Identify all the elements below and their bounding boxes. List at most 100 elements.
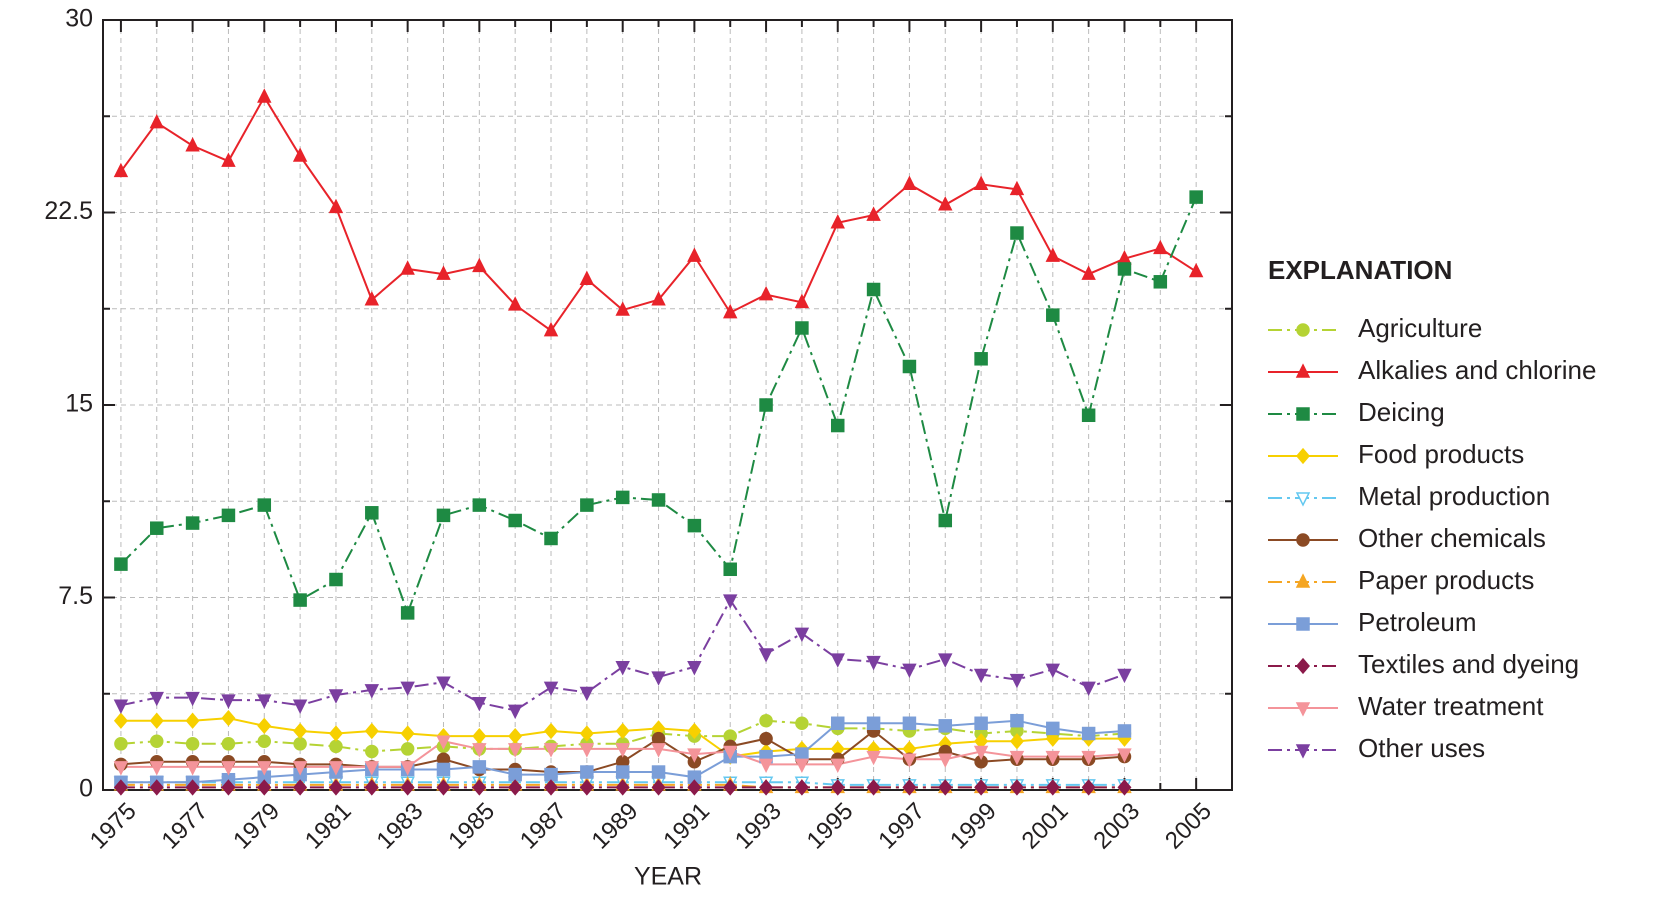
data-point <box>651 779 666 796</box>
data-point <box>293 722 308 740</box>
data-point <box>150 734 164 748</box>
data-point <box>580 498 594 512</box>
data-point <box>973 668 989 684</box>
data-point <box>544 531 558 546</box>
series-line <box>120 719 1125 753</box>
data-point <box>436 735 451 750</box>
data-point <box>221 694 236 709</box>
data-point <box>365 744 379 759</box>
data-point <box>866 206 881 221</box>
data-point <box>758 285 774 301</box>
data-point <box>795 747 809 761</box>
data-point <box>436 508 451 523</box>
data-point <box>257 734 272 748</box>
data-point <box>938 196 953 211</box>
data-point <box>723 779 738 796</box>
data-point <box>651 493 666 507</box>
data-point <box>400 260 415 275</box>
data-point <box>507 704 523 720</box>
data-point <box>687 722 702 740</box>
data-point <box>830 779 845 796</box>
data-point <box>400 742 415 756</box>
data-point <box>1081 779 1096 796</box>
data-point <box>472 743 487 758</box>
data-point <box>651 671 666 686</box>
data-point <box>794 758 810 774</box>
data-point <box>400 606 415 620</box>
data-point <box>436 779 451 796</box>
data-point <box>400 761 415 776</box>
data-point <box>615 301 630 316</box>
data-point <box>723 745 738 761</box>
data-point <box>113 712 128 729</box>
data-point <box>185 137 200 152</box>
data-point <box>615 765 630 779</box>
data-point <box>866 655 881 671</box>
data-point <box>221 709 236 727</box>
data-point <box>472 779 487 796</box>
data-point <box>472 760 487 774</box>
data-point <box>329 739 343 754</box>
data-point <box>185 761 200 776</box>
legend-label: Metal production <box>1358 481 1550 511</box>
legend-label: Textiles and dyeing <box>1358 649 1579 679</box>
data-point <box>328 689 344 704</box>
data-point <box>651 731 666 746</box>
data-point <box>543 681 559 697</box>
data-point <box>1081 408 1096 423</box>
data-point <box>328 761 344 776</box>
legend-label: Agriculture <box>1358 313 1482 343</box>
legend-title: EXPLANATION <box>1268 255 1452 285</box>
data-point <box>974 716 988 731</box>
data-point <box>113 162 129 178</box>
data-point <box>400 779 415 796</box>
data-point <box>615 743 630 758</box>
data-point <box>328 779 343 796</box>
data-point <box>149 113 164 129</box>
data-point <box>1081 726 1096 741</box>
data-point <box>1117 748 1132 763</box>
data-point <box>221 761 236 776</box>
data-point <box>615 490 630 505</box>
data-point <box>364 291 380 306</box>
data-point <box>221 508 236 523</box>
data-point <box>114 737 128 751</box>
data-point <box>902 359 917 374</box>
data-point <box>1117 724 1132 738</box>
data-point <box>1189 190 1203 204</box>
data-point <box>257 779 272 796</box>
data-point <box>1117 262 1132 276</box>
data-point <box>580 765 594 779</box>
data-point <box>687 247 702 262</box>
legend-marker <box>1295 363 1311 378</box>
data-point <box>794 293 810 309</box>
data-point <box>1046 721 1060 736</box>
data-point <box>257 498 272 512</box>
data-point <box>507 296 523 311</box>
legend-marker <box>1296 447 1310 465</box>
data-point <box>257 694 272 709</box>
data-point <box>221 152 236 167</box>
data-point <box>1010 713 1024 728</box>
data-point <box>938 513 953 528</box>
data-point <box>973 745 989 761</box>
data-point <box>149 779 164 796</box>
data-point <box>400 725 415 742</box>
data-point <box>759 731 773 746</box>
data-point <box>364 684 380 699</box>
data-point <box>1081 750 1096 766</box>
legend-marker <box>1295 744 1311 759</box>
data-point <box>1045 247 1061 262</box>
data-point <box>651 743 666 758</box>
y-tick-label: 15 <box>65 390 93 418</box>
data-point <box>1045 730 1060 747</box>
data-point <box>579 270 595 285</box>
data-point <box>185 779 200 796</box>
data-point <box>114 557 128 571</box>
data-point <box>293 593 307 607</box>
data-point <box>974 779 989 796</box>
data-point <box>723 562 737 577</box>
data-point <box>1045 750 1061 766</box>
data-point <box>1045 779 1060 796</box>
